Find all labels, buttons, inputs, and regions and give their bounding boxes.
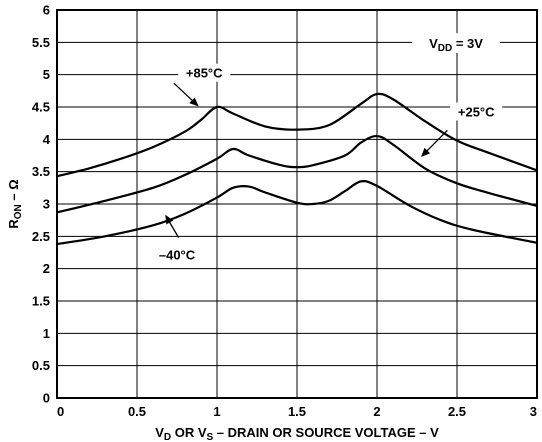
y-tick-label: 4 xyxy=(43,132,51,147)
x-axis-label: VD OR VS – DRAIN OR SOURCE VOLTAGE – V xyxy=(155,425,439,442)
series-label-25c: +25°C xyxy=(458,105,495,120)
x-tick-label: 0 xyxy=(57,404,64,419)
series-label-bg-85c xyxy=(178,63,231,82)
condition-annotation: VDD = 3V xyxy=(412,33,500,54)
series-arrow-minus40c xyxy=(165,214,180,238)
series-line-minus40c xyxy=(56,180,538,246)
condition-label-bg xyxy=(412,33,500,53)
y-tick-label: 0.5 xyxy=(32,358,50,373)
y-tick-label: 1 xyxy=(43,326,50,341)
series-arrow-85c xyxy=(173,82,199,107)
x-tick-label: 2 xyxy=(373,404,380,419)
series-label-bg-minus40c xyxy=(151,245,203,264)
x-tick-label: 2.5 xyxy=(448,404,466,419)
y-tick-label: 5 xyxy=(43,67,50,82)
y-tick-label: 2.5 xyxy=(32,229,50,244)
tick-labels: 0 0.5 1 1.5 2 2.5 3 3.5 4 4.5 5 5.5 6 0 0.5 1 1.5 2 2.5 3 xyxy=(32,3,537,420)
series-labels: +85°C +25°C –40°C xyxy=(151,63,503,264)
series-arrow-25c xyxy=(421,129,448,157)
grid-lines xyxy=(56,9,538,399)
y-tick-label: 2 xyxy=(43,261,50,276)
y-tick-label: 6 xyxy=(43,3,50,18)
y-tick-label: 0 xyxy=(43,391,50,406)
series-label-bg-25c xyxy=(450,102,503,121)
plot-frame xyxy=(56,9,538,399)
series-line-85c xyxy=(56,92,538,178)
y-tick-label: 4.5 xyxy=(32,100,50,115)
y-tick-label: 5.5 xyxy=(32,35,50,50)
y-tick-label: 3 xyxy=(43,197,50,212)
series-label-minus40c: –40°C xyxy=(159,247,196,262)
x-tick-label: 3 xyxy=(530,404,537,419)
x-tick-label: 1 xyxy=(213,404,220,419)
y-tick-label: 3.5 xyxy=(32,164,50,179)
x-tick-label: 1.5 xyxy=(288,404,306,419)
x-tick-label: 0.5 xyxy=(128,404,146,419)
y-axis-label: RON – Ω xyxy=(6,179,24,228)
series-group xyxy=(56,92,538,246)
series-line-25c xyxy=(56,134,538,214)
condition-label: VDD = 3V xyxy=(429,36,483,54)
series-label-85c: +85°C xyxy=(186,66,223,81)
y-tick-label: 1.5 xyxy=(32,294,50,309)
